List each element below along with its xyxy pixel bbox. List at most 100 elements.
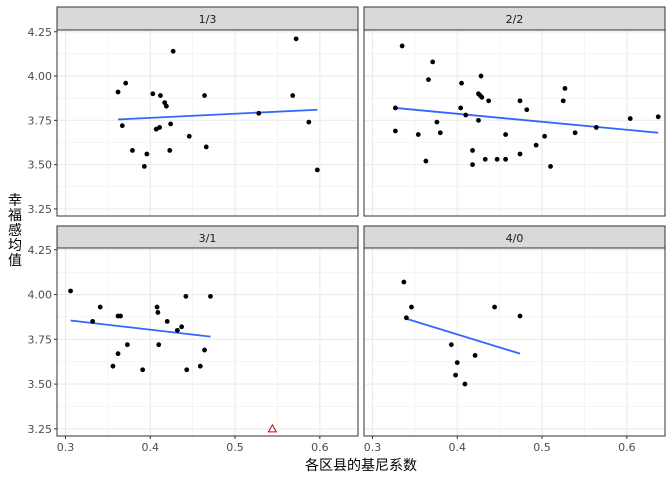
- data-point: [476, 117, 481, 123]
- data-point: [97, 304, 103, 310]
- y-tick-label: 3.25: [28, 423, 53, 436]
- data-point: [203, 144, 209, 150]
- panel-border: [363, 247, 666, 437]
- data-point: [256, 110, 262, 116]
- data-point: [533, 142, 539, 148]
- data-point: [627, 116, 633, 121]
- data-point: [115, 89, 121, 95]
- x-tick-label: 0.3: [364, 441, 382, 454]
- data-point: [90, 319, 96, 324]
- data-point: [202, 93, 207, 98]
- x-tick-label: 0.3: [57, 441, 75, 454]
- panel-strip-label: 2/2: [506, 13, 524, 26]
- data-point: [314, 167, 320, 173]
- data-point: [306, 119, 312, 125]
- data-point: [458, 105, 464, 111]
- y-axis-title-char: 感: [8, 222, 22, 239]
- data-point: [123, 80, 129, 86]
- y-tick-label: 3.75: [28, 114, 53, 127]
- data-point: [155, 310, 161, 315]
- x-tick-label: 0.5: [226, 441, 244, 454]
- data-point: [462, 381, 468, 387]
- data-point: [119, 123, 125, 129]
- data-point: [175, 327, 180, 333]
- panel-background: [57, 30, 358, 216]
- data-point: [392, 105, 398, 111]
- trend-line: [118, 108, 318, 121]
- data-point: [423, 158, 429, 164]
- panel-3: 3/1 3.25 3.50 3.75 4.00 4.25 0.3 0.4 0.5 0.6: [28, 225, 359, 454]
- y-tick-label: 4.25: [28, 244, 53, 257]
- y-axis-title-char: 幸: [8, 193, 22, 209]
- data-point: [163, 103, 169, 109]
- data-point: [478, 73, 484, 79]
- data-point: [118, 313, 123, 319]
- data-point: [572, 130, 578, 136]
- data-point: [168, 121, 174, 127]
- data-point: [503, 156, 508, 162]
- data-point: [110, 363, 116, 369]
- data-point: [470, 162, 475, 168]
- panel-strip-label: 1/3: [199, 13, 217, 26]
- data-point: [453, 372, 458, 378]
- panel-border: [363, 29, 666, 217]
- data-point: [124, 342, 130, 348]
- data-point: [430, 59, 436, 65]
- data-point: [459, 80, 464, 86]
- data-point: [403, 315, 409, 321]
- data-point: [560, 98, 566, 104]
- data-point: [202, 347, 207, 353]
- y-axis-title-char: 值: [8, 253, 22, 269]
- data-point: [401, 279, 407, 285]
- data-point: [154, 304, 160, 310]
- y-axis-title-char: 福: [8, 208, 22, 224]
- y-axis-title-char: 均: [8, 238, 22, 254]
- data-point: [290, 93, 296, 98]
- data-point: [140, 367, 146, 373]
- data-point: [548, 164, 553, 169]
- data-point: [517, 98, 523, 104]
- data-point: [186, 133, 192, 139]
- data-point: [448, 342, 454, 348]
- data-point: [655, 114, 661, 120]
- trend-line: [395, 107, 659, 134]
- data-point: [150, 91, 156, 97]
- panel-background: [364, 30, 665, 216]
- data-point: [183, 293, 189, 299]
- data-point: [470, 148, 475, 153]
- y-tick-label: 3.50: [28, 159, 53, 172]
- panel-1: 1/3 3.25 3.50 3.75 4.00 4.25: [28, 6, 359, 217]
- data-point: [524, 107, 530, 113]
- data-point: [426, 77, 431, 82]
- outlier-point: [267, 423, 278, 433]
- data-point: [164, 319, 170, 324]
- x-tick-label: 0.6: [311, 441, 329, 454]
- data-point: [562, 86, 568, 91]
- data-point: [115, 351, 121, 357]
- data-point: [517, 151, 523, 157]
- x-tick-label: 0.4: [449, 441, 467, 454]
- data-point: [157, 125, 162, 130]
- panel-grid: [57, 30, 358, 216]
- data-point: [542, 133, 547, 139]
- panel-2: 2/2: [363, 6, 666, 217]
- x-tick-label: 0.5: [533, 441, 551, 454]
- panel-grid: [364, 248, 665, 436]
- data-point: [392, 128, 398, 134]
- data-point: [184, 367, 190, 373]
- y-tick-label: 3.50: [28, 378, 53, 391]
- data-point: [179, 324, 185, 330]
- data-point: [494, 156, 500, 162]
- panel-grid: [364, 30, 665, 216]
- y-tick-label: 3.75: [28, 333, 53, 346]
- data-point: [492, 304, 497, 310]
- data-point: [482, 156, 488, 162]
- data-point: [293, 36, 299, 42]
- x-tick-label: 0.6: [618, 441, 636, 454]
- x-tick-label: 0.4: [142, 441, 160, 454]
- data-point: [486, 98, 492, 104]
- panel-background: [364, 248, 665, 436]
- y-tick-label: 3.25: [28, 203, 53, 216]
